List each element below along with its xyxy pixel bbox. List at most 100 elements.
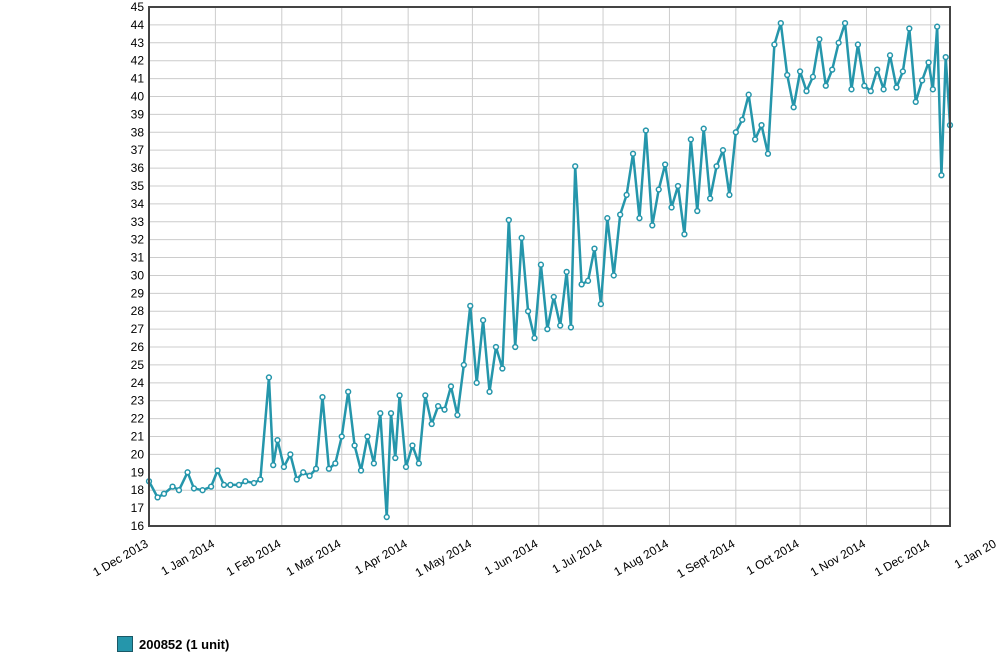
- y-tick-label: 19: [131, 465, 145, 479]
- y-tick-label: 27: [131, 322, 145, 336]
- data-point: [803, 87, 810, 95]
- data-point: [591, 245, 598, 252]
- data-point: [829, 66, 836, 73]
- data-point: [681, 231, 688, 238]
- y-tick-label: 29: [131, 286, 145, 300]
- data-point: [912, 98, 919, 106]
- y-tick-label: 32: [131, 233, 145, 247]
- data-point: [332, 460, 339, 467]
- data-point: [531, 334, 538, 342]
- data-point: [460, 361, 467, 369]
- data-point: [300, 469, 307, 476]
- data-point: [942, 53, 949, 61]
- data-point: [190, 485, 198, 492]
- data-point: [854, 41, 862, 48]
- data-point: [816, 36, 823, 43]
- data-point: [306, 472, 313, 480]
- data-point: [428, 420, 435, 428]
- x-axis: 1 Dec 2013 1 Jan 2014 1 Feb 2014 1 Mar 2014…: [90, 536, 999, 581]
- data-point: [250, 479, 258, 487]
- data-point: [473, 379, 480, 386]
- data-point: [597, 300, 605, 308]
- series-line: [147, 21, 952, 519]
- y-tick-label: 20: [131, 447, 145, 461]
- data-point: [270, 462, 277, 469]
- data-point: [402, 463, 410, 471]
- data-point: [227, 481, 234, 488]
- data-point: [160, 490, 168, 497]
- data-point: [486, 388, 493, 395]
- data-point: [499, 365, 506, 372]
- data-point: [841, 19, 849, 27]
- data-point: [929, 86, 937, 93]
- y-tick-label: 33: [131, 215, 145, 229]
- data-point: [604, 215, 611, 222]
- legend-swatch: [117, 636, 133, 652]
- x-tick-label: 1 Dec 2013: [90, 536, 150, 579]
- data-point: [207, 483, 215, 490]
- data-point: [867, 87, 874, 95]
- x-tick-label: 1 Mar 2014: [284, 536, 344, 579]
- data-point: [771, 41, 778, 48]
- data-point: [674, 182, 682, 190]
- data-point: [809, 73, 817, 80]
- y-tick-label: 28: [131, 304, 145, 318]
- data-point: [764, 150, 772, 157]
- data-point: [199, 487, 206, 494]
- data-point: [655, 186, 662, 193]
- data-point: [700, 125, 707, 132]
- data-point: [557, 322, 564, 329]
- data-point: [293, 476, 300, 483]
- data-point: [351, 442, 358, 449]
- data-point: [933, 23, 941, 30]
- series-200852: [145, 19, 954, 521]
- y-tick-label: 24: [131, 376, 145, 390]
- data-point: [257, 476, 264, 483]
- data-point: [874, 66, 881, 73]
- legend: 200852 (1 unit): [117, 636, 229, 652]
- data-point: [169, 483, 176, 490]
- data-point: [784, 71, 791, 79]
- data-point: [274, 436, 281, 444]
- data-point: [899, 68, 907, 75]
- x-tick-label: 1 Oct 2014: [744, 536, 802, 578]
- grid-lines: [149, 6, 950, 527]
- data-point: [383, 513, 390, 521]
- y-tick-label: 18: [131, 483, 145, 497]
- data-point: [642, 127, 650, 134]
- x-tick-label: 1 Jun 2014: [482, 536, 541, 578]
- x-tick-label: 1 Jan 2014: [158, 536, 217, 578]
- y-tick-label: 21: [131, 430, 145, 444]
- y-tick-label: 23: [131, 394, 145, 408]
- data-point: [938, 172, 945, 179]
- data-point: [732, 129, 739, 136]
- data-point: [777, 19, 784, 27]
- data-point: [636, 215, 643, 222]
- data-point: [544, 325, 551, 333]
- data-point: [668, 204, 675, 211]
- data-point: [861, 82, 868, 89]
- y-tick-label: 43: [131, 36, 145, 50]
- data-point: [572, 163, 579, 170]
- data-point: [370, 460, 378, 467]
- data-point: [447, 383, 455, 390]
- data-point: [280, 463, 288, 471]
- x-tick-label: 1 Feb 2014: [224, 536, 284, 579]
- data-point: [822, 82, 829, 89]
- data-point: [364, 433, 371, 440]
- data-point: [623, 191, 630, 199]
- data-point: [377, 410, 384, 417]
- x-tick-label: 1 Aug 2014: [611, 536, 671, 579]
- data-point: [893, 84, 900, 91]
- y-tick-label: 35: [131, 179, 145, 193]
- data-point: [739, 116, 746, 123]
- y-tick-label: 17: [131, 501, 145, 515]
- x-tick-label: 1 May 2014: [413, 536, 475, 580]
- y-tick-label: 37: [131, 143, 145, 157]
- data-point: [578, 281, 585, 288]
- y-tick-label: 39: [131, 107, 145, 121]
- data-point: [345, 388, 352, 395]
- data-point: [758, 121, 765, 129]
- data-point: [751, 136, 759, 143]
- data-point: [719, 147, 727, 154]
